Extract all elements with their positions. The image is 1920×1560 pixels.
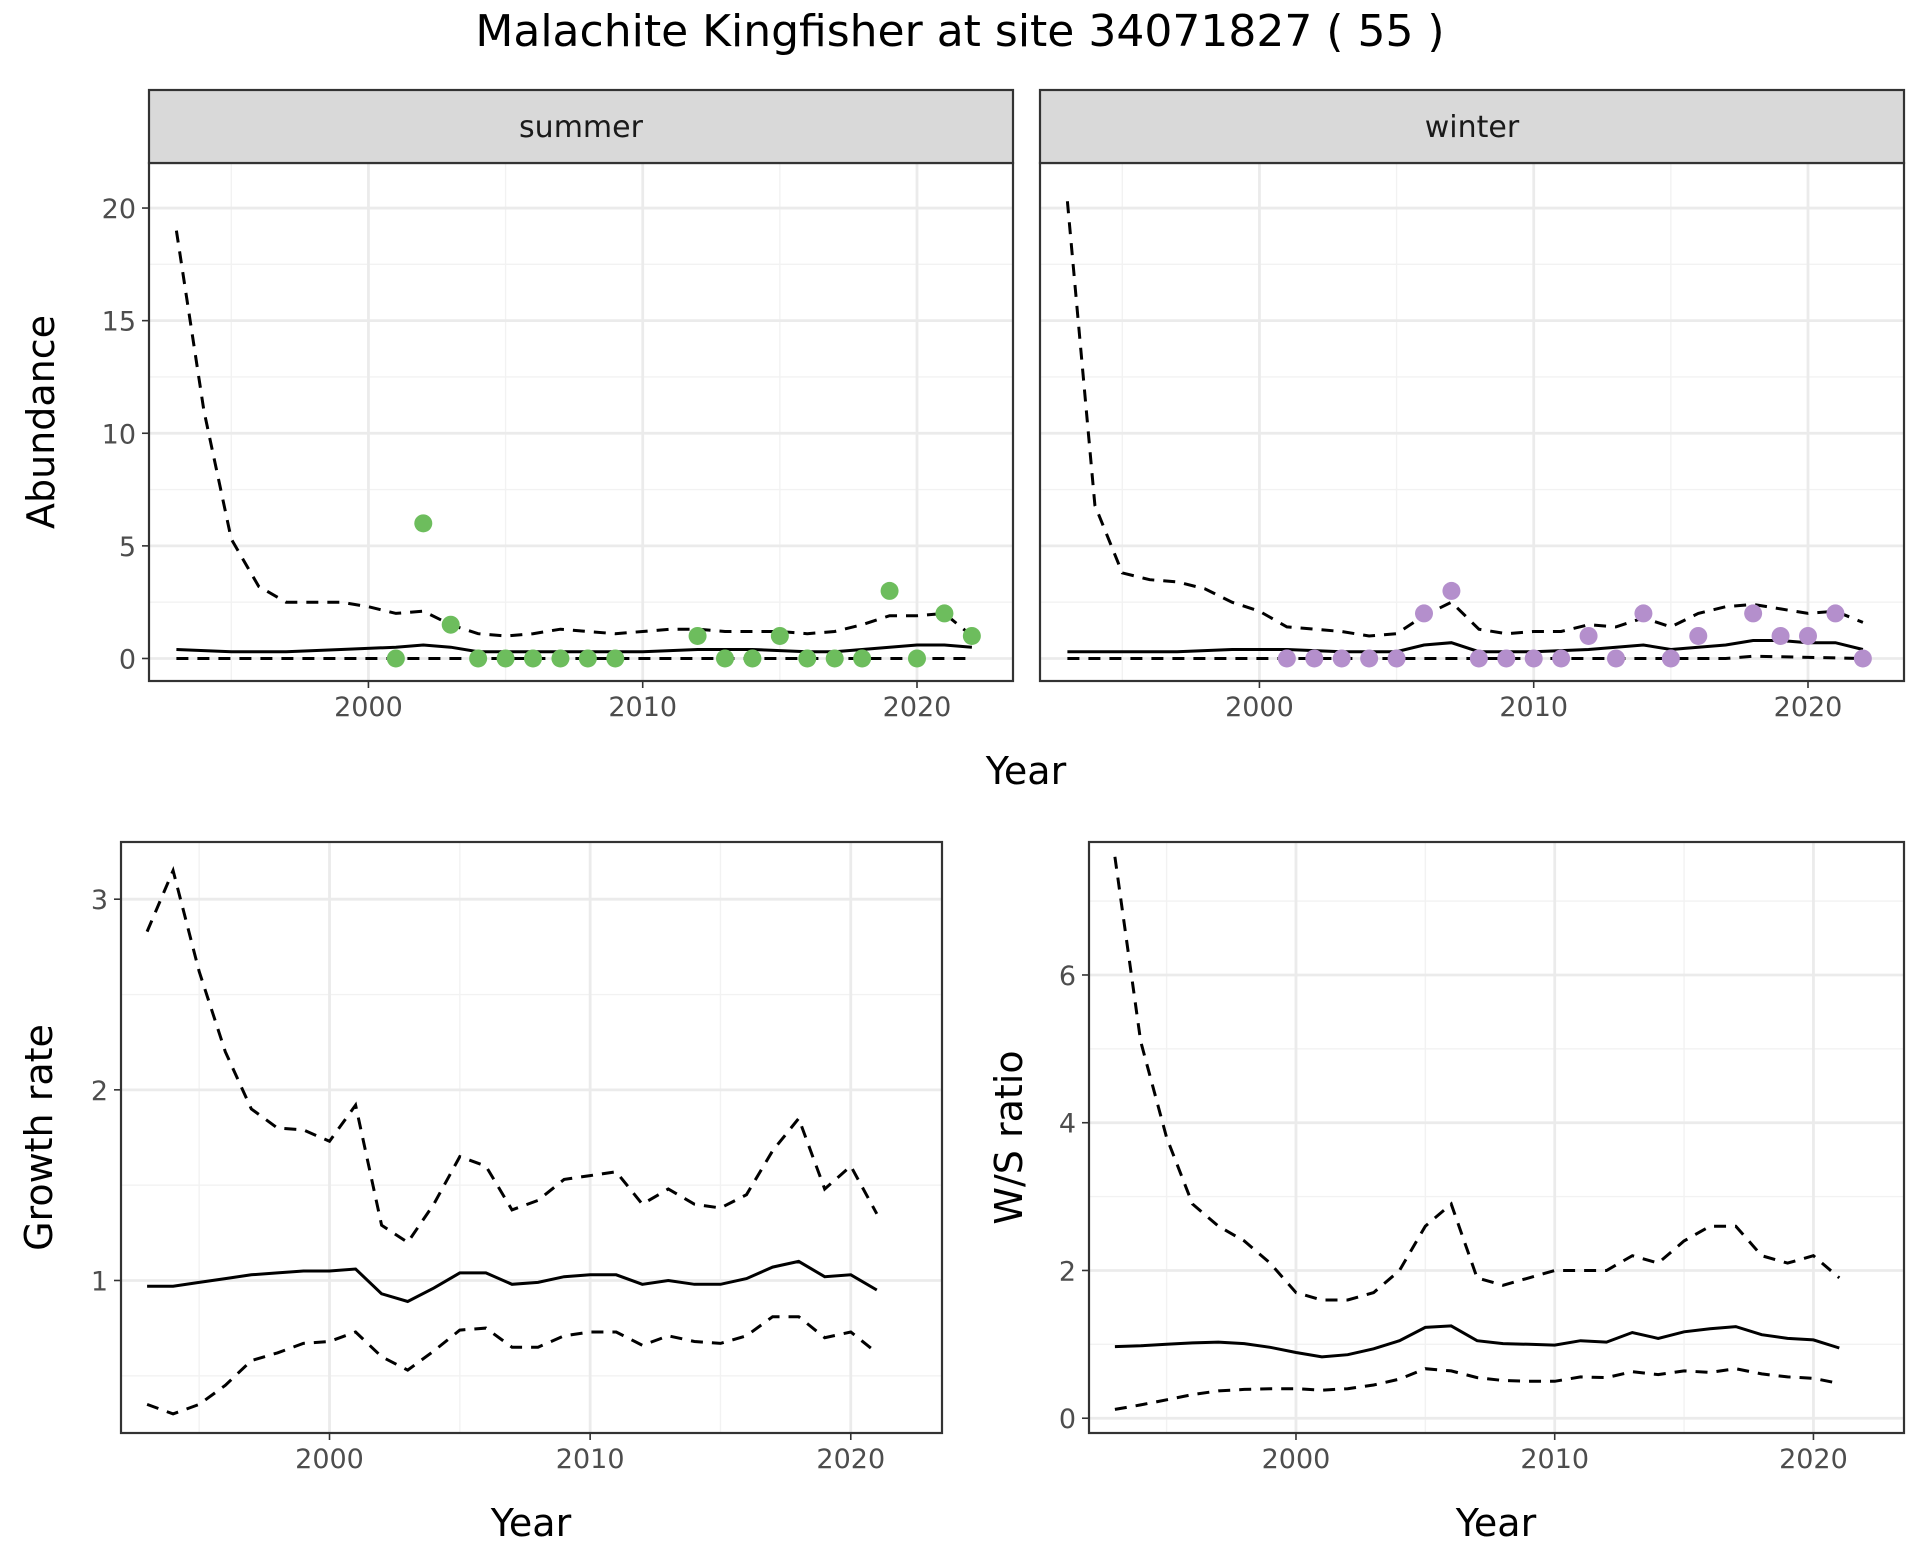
growth-mean-line xyxy=(147,1259,878,1304)
ratio-panel: 2000 2010 2020 0 2 4 6 Year W/S ratio xyxy=(987,840,1906,1545)
abundance-winter-x-tick-label: 2000 xyxy=(1225,692,1294,723)
abundance-y-tick-label: 15 xyxy=(102,307,136,338)
abundance-winter-x-tick-label: 2010 xyxy=(1499,692,1568,723)
growth-y-tick-label: 1 xyxy=(91,1266,108,1297)
abundance-winter-point xyxy=(1634,604,1653,623)
ratio-y-tick-label: 0 xyxy=(1059,1404,1076,1435)
abundance-winter-point xyxy=(1744,604,1763,623)
abundance-summer-strip-label: summer xyxy=(519,110,644,145)
ratio-x-axis-title: Year xyxy=(1455,1501,1537,1545)
ratio-mean-line xyxy=(1114,1324,1840,1359)
growth-panel-border xyxy=(119,840,944,1435)
abundance-summer-point xyxy=(908,649,926,668)
abundance-winter-point xyxy=(1415,604,1433,623)
ratio-x-tick-label: 2020 xyxy=(1779,1444,1848,1475)
abundance-winter-point xyxy=(1771,626,1790,645)
ratio-upper-line xyxy=(1113,856,1841,1302)
abundance-summer-point xyxy=(880,581,899,600)
abundance-summer-point xyxy=(414,514,433,533)
abundance-y-tick-label: 10 xyxy=(102,419,136,450)
abundance-winter-point xyxy=(1442,581,1461,600)
abundance-summer-point xyxy=(469,649,488,668)
abundance-winter-upper-line xyxy=(1065,201,1864,638)
abundance-summer-point xyxy=(551,649,570,668)
abundance-y-tick-label: 0 xyxy=(119,644,136,675)
abundance-winter-point xyxy=(1277,649,1296,668)
growth-x-axis-title: Year xyxy=(490,1501,572,1545)
ratio-y-axis-title: W/S ratio xyxy=(987,1050,1031,1224)
abundance-winter-point xyxy=(1579,626,1598,645)
figure-title: Malachite Kingfisher at site 34071827 ( … xyxy=(475,6,1444,57)
abundance-summer-point xyxy=(386,649,405,668)
abundance-summer-point xyxy=(524,649,542,668)
abundance-winter-point xyxy=(1853,649,1872,668)
abundance-winter-point xyxy=(1799,626,1817,645)
abundance-y-tick-label: 20 xyxy=(102,194,136,225)
abundance-summer-x-tick-label: 2020 xyxy=(883,692,952,723)
ratio-x-tick-label: 2000 xyxy=(1262,1444,1331,1475)
ratio-y-tick-label: 2 xyxy=(1059,1256,1076,1287)
abundance-summer-point xyxy=(962,626,981,645)
abundance-summer-upper-line xyxy=(174,230,973,638)
abundance-winter-point xyxy=(1661,649,1680,668)
growth-y-axis-title: Growth rate xyxy=(17,1024,61,1251)
abundance-summer-x-tick-label: 2010 xyxy=(608,692,677,723)
abundance-summer-point xyxy=(606,649,625,668)
growth-y-tick-label: 3 xyxy=(91,885,108,916)
abundance-winter-strip xyxy=(1038,88,1906,165)
abundance-winter-lower-line xyxy=(1067,654,1863,660)
abundance-summer-panel: summer 2000 2010 2020 0 5 10 15 20 xyxy=(102,88,1015,723)
abundance-winter-point xyxy=(1552,649,1571,668)
growth-upper-line xyxy=(145,865,879,1245)
ratio-lower-line xyxy=(1114,1367,1840,1411)
abundance-summer-point xyxy=(743,649,762,668)
abundance-winter-point xyxy=(1607,649,1625,668)
ratio-x-tick-label: 2010 xyxy=(1520,1444,1589,1475)
ratio-y-tick-label: 4 xyxy=(1059,1109,1076,1140)
growth-lower-line xyxy=(146,1315,878,1416)
abundance-summer-strip xyxy=(147,88,1015,165)
growth-y-tick-label: 2 xyxy=(91,1076,108,1107)
abundance-winter-point xyxy=(1689,626,1708,645)
abundance-summer-point xyxy=(716,649,734,668)
growth-x-tick-label: 2020 xyxy=(816,1444,885,1475)
abundance-winter-plot-background xyxy=(1040,163,1904,681)
ratio-y-tick-label: 6 xyxy=(1059,961,1076,992)
abundance-winter-point xyxy=(1305,649,1324,668)
ratio-panel-border xyxy=(1087,840,1906,1435)
abundance-y-axis-title: Abundance xyxy=(19,315,63,529)
abundance-winter-point xyxy=(1469,649,1488,668)
abundance-winter-point xyxy=(1524,649,1543,668)
abundance-winter-point xyxy=(1360,649,1379,668)
abundance-winter-strip-label: winter xyxy=(1425,110,1520,145)
abundance-summer-point xyxy=(441,615,460,634)
abundance-summer-point xyxy=(496,649,515,668)
abundance-summer-point xyxy=(935,604,954,623)
growth-panel: 2000 2010 2020 1 2 3 Year Growth rate xyxy=(17,840,944,1545)
abundance-summer-point xyxy=(688,626,707,645)
abundance-winter-x-tick-label: 2020 xyxy=(1774,692,1843,723)
growth-x-tick-label: 2010 xyxy=(556,1444,625,1475)
abundance-winter-panel: winter 2000 2010 2020 xyxy=(1038,88,1906,723)
abundance-winter-point xyxy=(1387,649,1406,668)
abundance-summer-point xyxy=(578,649,597,668)
abundance-x-axis-title: Year xyxy=(985,749,1067,793)
abundance-summer-point xyxy=(798,649,817,668)
abundance-y-tick-label: 5 xyxy=(119,532,136,563)
abundance-summer-plot-background xyxy=(149,163,1013,681)
growth-plot-background xyxy=(121,842,942,1433)
abundance-summer-x-tick-label: 2000 xyxy=(334,692,403,723)
abundance-summer-point xyxy=(825,649,844,668)
growth-x-tick-label: 2000 xyxy=(295,1444,364,1475)
abundance-summer-point xyxy=(770,626,789,645)
abundance-winter-point xyxy=(1826,604,1845,623)
abundance-winter-point xyxy=(1332,649,1351,668)
abundance-winter-point xyxy=(1497,649,1516,668)
abundance-summer-point xyxy=(853,649,872,668)
